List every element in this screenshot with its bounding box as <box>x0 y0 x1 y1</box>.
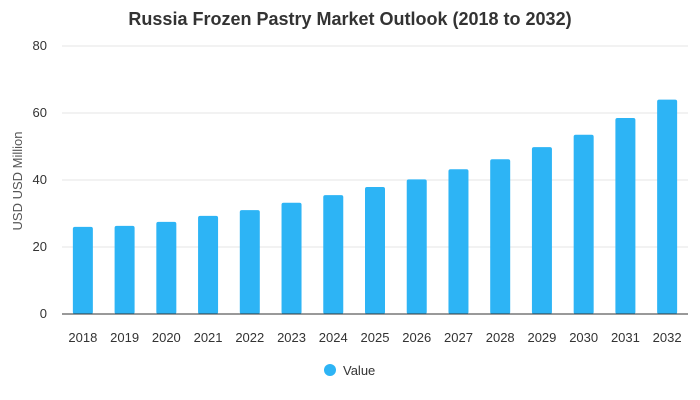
x-tick-label: 2032 <box>653 330 682 345</box>
bar-2027[interactable] <box>448 169 469 314</box>
bars <box>72 99 678 315</box>
y-axis-label: USD USD Million <box>10 132 25 231</box>
x-tick-label: 2020 <box>152 330 181 345</box>
y-tick-label: 60 <box>33 105 47 120</box>
x-tick-label: 2029 <box>527 330 556 345</box>
x-tick-label: 2024 <box>319 330 348 345</box>
bar-2023[interactable] <box>281 202 302 314</box>
y-tick-label: 40 <box>33 172 47 187</box>
legend-marker-value <box>324 364 336 376</box>
legend-label-value: Value <box>343 363 375 378</box>
bar-2020[interactable] <box>156 221 177 314</box>
x-tick-label: 2025 <box>361 330 390 345</box>
x-tick-label: 2027 <box>444 330 473 345</box>
x-tick-label: 2030 <box>569 330 598 345</box>
legend[interactable]: Value <box>324 363 375 378</box>
x-tick-label: 2019 <box>110 330 139 345</box>
bar-2021[interactable] <box>198 215 219 314</box>
x-tick-label: 2028 <box>486 330 515 345</box>
y-tick-label: 20 <box>33 239 47 254</box>
x-tick-label: 2026 <box>402 330 431 345</box>
bar-2028[interactable] <box>490 159 511 314</box>
bar-2026[interactable] <box>406 179 427 314</box>
y-tick-label: 0 <box>40 306 47 321</box>
x-tick-label: 2031 <box>611 330 640 345</box>
y-tick-label: 80 <box>33 38 47 53</box>
bar-2030[interactable] <box>573 134 594 314</box>
bar-2029[interactable] <box>531 147 552 314</box>
bar-2025[interactable] <box>365 187 385 314</box>
bar-2018[interactable] <box>72 226 93 314</box>
bar-2019[interactable] <box>114 225 135 314</box>
x-tick-label: 2021 <box>194 330 223 345</box>
bar-2031[interactable] <box>615 118 636 315</box>
x-tick-label: 2023 <box>277 330 306 345</box>
x-tick-label: 2018 <box>68 330 97 345</box>
y-axis-ticks: 0 20 40 60 80 <box>33 38 47 321</box>
bar-2032[interactable] <box>657 99 678 314</box>
bar-2022[interactable] <box>239 210 260 314</box>
bar-2024[interactable] <box>323 195 344 314</box>
x-tick-label: 2022 <box>235 330 264 345</box>
chart-title: Russia Frozen Pastry Market Outlook (201… <box>128 9 571 29</box>
x-axis-ticks: 2018 2019 2020 2021 2022 2023 2024 2025 2026 2027… <box>68 330 681 345</box>
